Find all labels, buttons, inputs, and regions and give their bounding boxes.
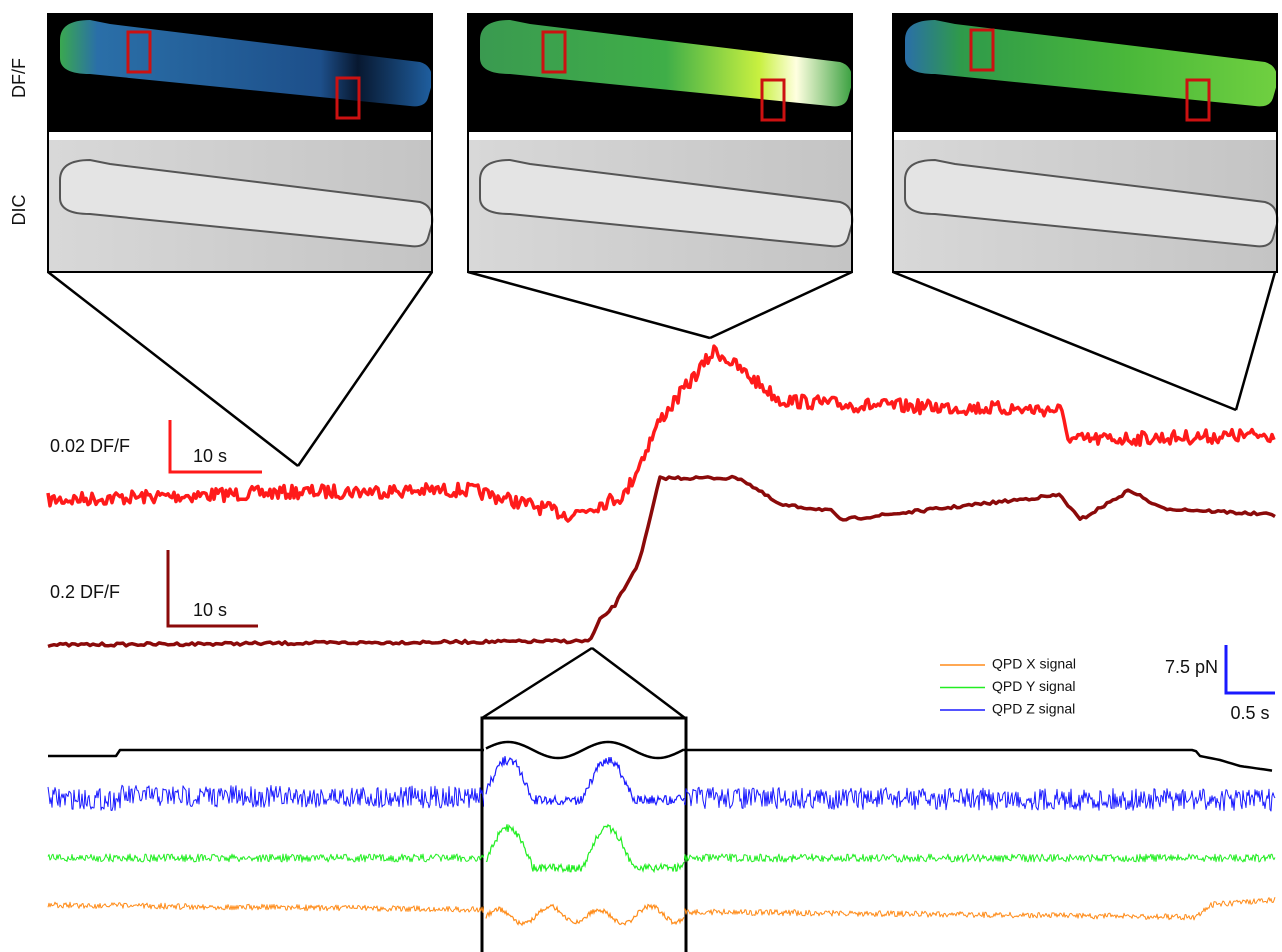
red-trace [48,346,1274,521]
traces [48,272,1275,952]
time-label: 0.5 s [1230,703,1269,723]
legend-label: QPD Y signal [992,678,1076,694]
zoom-line [893,272,1236,410]
zoom-line [298,272,432,466]
time-label: 10 s [193,446,227,466]
scale-bars: 0.02 DF/F 10 s 0.2 DF/F 10 s 7.5 pN 0.5 s [50,420,1275,723]
zoom-line [468,272,710,338]
row-label: DIC [9,195,29,226]
time-label: 10 s [193,600,227,620]
legend-label: QPD X signal [992,656,1076,672]
amplitude-label: 0.02 DF/F [50,436,130,456]
row-label: DF/F [9,58,29,98]
legend-label: QPD Z signal [992,701,1075,717]
image-panels [48,14,1277,272]
scale-bar [1226,645,1275,693]
amplitude-label: 7.5 pN [1165,657,1218,677]
zoom-line [592,648,685,718]
darkred-trace [48,477,1275,647]
zoom-line [710,272,852,338]
zoom-line [1236,272,1275,410]
figure: DF/F DIC 0.02 DF/F 10 s 0.2 DF/F 10 s 7.5 pN… [0,0,1282,952]
amplitude-label: 0.2 DF/F [50,582,120,602]
zoom-line [482,648,592,718]
legend: QPD X signal QPD Y signal QPD Z signal [940,656,1076,717]
